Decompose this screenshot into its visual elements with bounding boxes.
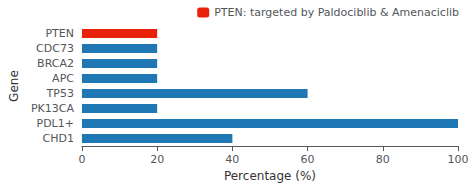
svg-text:80: 80 [376, 153, 390, 166]
svg-text:Percentage (%): Percentage (%) [224, 169, 316, 183]
svg-text:PDL1+: PDL1+ [36, 117, 73, 130]
svg-text:CHD1: CHD1 [43, 132, 74, 145]
svg-text:APC: APC [52, 72, 74, 85]
svg-text:100: 100 [448, 153, 469, 166]
svg-text:PTEN: PTEN [45, 27, 74, 40]
svg-text:40: 40 [225, 153, 239, 166]
svg-text:PTEN: targeted by Paldociblib: PTEN: targeted by Paldociblib & Amenacic… [214, 6, 459, 19]
svg-text:0: 0 [78, 153, 85, 166]
svg-text:TP53: TP53 [46, 87, 74, 100]
svg-text:CDC73: CDC73 [36, 42, 74, 55]
svg-text:BRCA2: BRCA2 [37, 57, 74, 70]
svg-text:PK13CA: PK13CA [31, 102, 75, 115]
svg-text:60: 60 [301, 153, 315, 166]
svg-text:Gene: Gene [7, 70, 21, 102]
svg-text:20: 20 [150, 153, 164, 166]
